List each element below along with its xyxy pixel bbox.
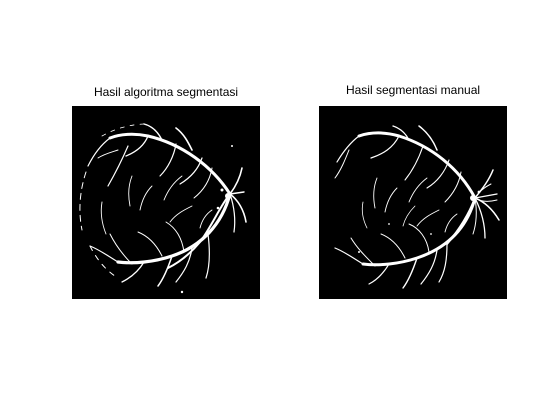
right-panel-title: Hasil segmentasi manual — [345, 83, 481, 97]
manual-vessel-map — [319, 106, 507, 299]
algorithm-vessel-map — [72, 106, 260, 299]
left-panel-title: Hasil algoritma segmentasi — [93, 85, 239, 99]
algorithm-segmentation-image — [72, 106, 260, 299]
manual-segmentation-image — [319, 106, 507, 299]
